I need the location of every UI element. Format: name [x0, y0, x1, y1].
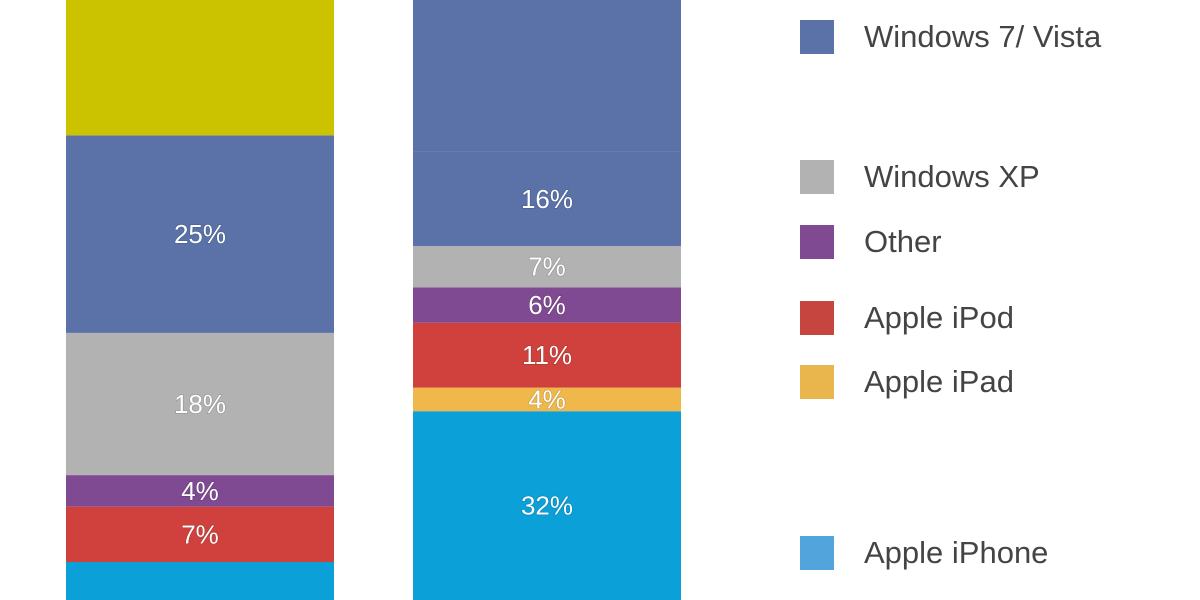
legend-item-apple-iphone: Apple iPhone [800, 533, 1048, 573]
bar-2-segment-windows-xp [413, 246, 681, 288]
bar-1-segment-top-cropped [66, 0, 334, 136]
legend-label-other: Other [864, 224, 942, 259]
bar-2-label-apple-ipod: 11% [522, 340, 572, 370]
legend-item-windows-7-vista: Windows 7/ Vista [800, 17, 1101, 57]
legend: Windows 7/ Vista Windows XP Other Apple … [800, 0, 1200, 600]
bar-1-segment-apple-ipod [66, 506, 334, 562]
bar-2-label-apple-iphone: 32% [521, 491, 573, 521]
legend-item-apple-ipod: Apple iPod [800, 298, 1014, 338]
bar-2-segment-top-cropped [413, 0, 681, 152]
bar-2-label-other: 6% [528, 290, 566, 320]
legend-label-apple-ipod: Apple iPod [864, 300, 1014, 335]
legend-swatch-windows-7-vista [800, 20, 834, 54]
legend-item-apple-ipad: Apple iPad [800, 362, 1014, 402]
legend-item-other: Other [800, 222, 942, 262]
bar-2-label-apple-ipad: 4% [528, 384, 566, 414]
bar-1-segment-other [66, 475, 334, 507]
bar-1-segment-windows-xp [66, 332, 334, 476]
bar-2-segment-windows-7-vista [413, 151, 681, 246]
bar-2-segment-apple-iphone [413, 411, 681, 600]
legend-label-windows-xp: Windows XP [864, 159, 1040, 194]
legend-swatch-apple-ipod [800, 301, 834, 335]
legend-swatch-windows-xp [800, 160, 834, 194]
bar-1-label-other: 4% [181, 476, 219, 506]
legend-swatch-apple-iphone [800, 536, 834, 570]
legend-swatch-apple-ipad [800, 365, 834, 399]
bar-1-label-windows-xp: 18% [174, 389, 226, 419]
bar-1-label-windows-7-vista: 25% [174, 219, 226, 249]
legend-label-apple-iphone: Apple iPhone [864, 535, 1049, 570]
bar-1-label-apple-ipod: 7% [181, 519, 219, 549]
stacked-bars: 7% 4% 18% 25% 32% 4% 11% 6% 7% 16% [66, 0, 681, 600]
bar-1-segment-windows-7-vista [66, 135, 334, 333]
legend-item-windows-xp: Windows XP [800, 157, 1040, 197]
bar-2-segment-other [413, 287, 681, 323]
bar-2-segment-apple-ipad [413, 387, 681, 412]
bar-2-label-windows-7-vista: 16% [521, 184, 573, 214]
legend-swatch-other [800, 225, 834, 259]
bar-2-label-windows-xp: 7% [528, 252, 566, 282]
legend-label-windows-7-vista: Windows 7/ Vista [864, 19, 1102, 54]
bar-2-segment-apple-ipod [413, 322, 681, 388]
bar-1-segment-apple-iphone [66, 562, 334, 600]
legend-label-apple-ipad: Apple iPad [864, 364, 1014, 399]
